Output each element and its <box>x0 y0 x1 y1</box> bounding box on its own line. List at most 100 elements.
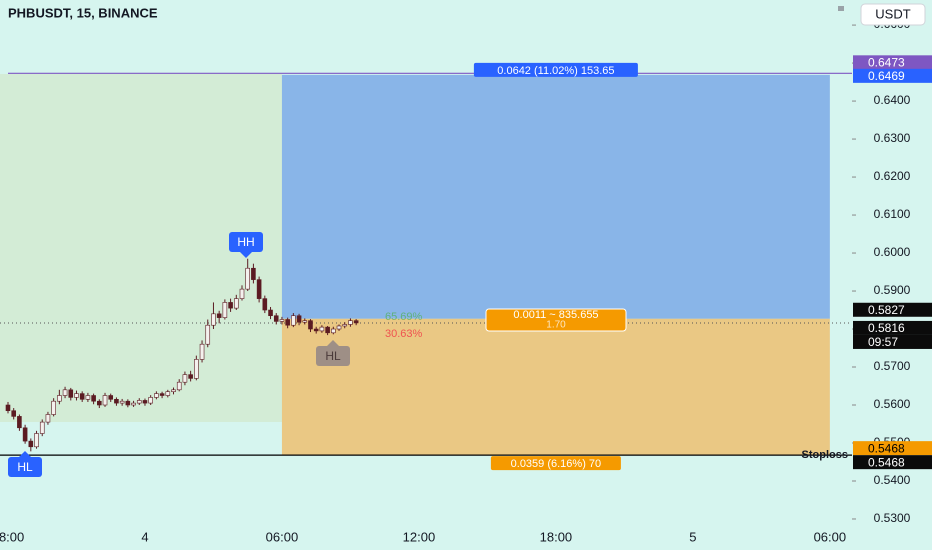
candle-body <box>188 374 193 379</box>
y-tick-label: 0.6100 <box>874 207 911 221</box>
candle-body <box>273 315 279 322</box>
candle-body <box>22 427 28 442</box>
candle-body <box>251 267 256 280</box>
candle-body <box>159 393 165 396</box>
candle-body <box>194 359 199 379</box>
y-tick-label: 0.5400 <box>874 473 911 487</box>
zones <box>281 74 830 456</box>
candle-body <box>228 302 233 309</box>
hl-left-tag-pointer <box>19 451 31 457</box>
y-tick-label: 0.6400 <box>874 93 911 107</box>
stop-zone <box>281 318 830 456</box>
candle-body <box>142 400 148 404</box>
stoploss-label: Stoploss <box>802 449 848 461</box>
candle-body <box>119 400 125 404</box>
candle-body <box>102 395 108 406</box>
candle-body <box>331 328 336 334</box>
candle-body <box>85 395 91 400</box>
candle-body <box>154 393 159 398</box>
target-zone <box>281 74 830 319</box>
y-tick-label: 0.6000 <box>874 245 911 259</box>
candle-body <box>348 320 353 325</box>
candle-body <box>239 288 245 299</box>
candle-body <box>262 298 268 311</box>
currency-label: USDT <box>875 6 910 21</box>
y-tick-label: 0.5900 <box>874 283 911 297</box>
plot: 0.0642 (11.02%) 153.65 0.0359 (6.16%) 70 0… <box>0 62 852 477</box>
candle-body <box>319 326 325 332</box>
pct-red: 30.63% <box>385 328 423 340</box>
candle-body <box>51 400 56 415</box>
hh-tag: HH <box>237 235 254 249</box>
candle-body <box>136 400 142 404</box>
pct-green: 65.69% <box>385 311 423 323</box>
candle-body <box>97 400 102 406</box>
mid-box <box>485 308 627 332</box>
candle-body <box>313 328 319 332</box>
hl-right-tag: HL <box>325 349 341 363</box>
candle-body <box>34 433 39 448</box>
candle-body <box>308 320 313 330</box>
hh-tag-box <box>229 232 263 252</box>
currency-button[interactable] <box>860 3 926 26</box>
candle-body <box>353 320 359 324</box>
price-label-box <box>853 302 932 317</box>
countdown-box <box>853 334 932 349</box>
candle-body <box>148 397 153 404</box>
candle-body <box>79 393 85 400</box>
y-tick-label: 0.6200 <box>874 169 911 183</box>
y-tick-label: 0.5600 <box>874 397 911 411</box>
chart-title: PHBUSDT, 15, BINANCE <box>8 5 158 20</box>
candle-body <box>68 389 74 398</box>
countdown: 09:57 <box>868 335 898 349</box>
candle-body <box>114 399 119 404</box>
icon <box>838 6 844 11</box>
candle-body <box>205 324 211 345</box>
y-tick-label: 0.5700 <box>874 359 911 373</box>
candle-body <box>245 267 250 290</box>
candle-body <box>291 315 296 326</box>
candle-body <box>199 343 205 360</box>
candle-body <box>302 320 308 323</box>
hl-right-tag-pointer <box>327 340 339 346</box>
mid-label-2: 1.70 <box>546 320 566 331</box>
price-label: 0.5827 <box>868 303 905 317</box>
candle-body <box>165 391 171 396</box>
candle-body <box>342 324 348 327</box>
candle-body <box>125 400 131 406</box>
x-tick-label: 06:00 <box>266 529 299 544</box>
candle-body <box>256 279 262 299</box>
x-tick-label: 06:00 <box>814 529 847 544</box>
candle-body <box>336 325 342 330</box>
x-tick-label: 18:00 <box>0 529 24 544</box>
candle-body <box>233 298 239 309</box>
x-tick-label: 4 <box>141 529 148 544</box>
candle-body <box>222 302 228 318</box>
candle-body <box>28 440 34 448</box>
candle-body <box>171 389 176 393</box>
price-label-box <box>853 455 932 470</box>
candle-body <box>45 414 51 423</box>
price-label: 0.5816 <box>868 321 905 335</box>
y-tick-label: 0.5300 <box>874 511 911 525</box>
hh-tag-pointer <box>240 252 252 258</box>
candle-body <box>108 395 114 400</box>
y-tick-label: 0.6300 <box>874 131 911 145</box>
stop-label: 0.0359 (6.16%) 70 <box>511 458 602 470</box>
candle-body <box>211 313 216 326</box>
price-label-box <box>853 320 932 335</box>
candle-body <box>74 393 79 398</box>
price-label-box <box>853 55 932 70</box>
x-tick-label: 18:00 <box>540 529 573 544</box>
price-label-box <box>853 68 932 83</box>
candle-body <box>325 326 330 334</box>
candle-body <box>17 416 22 429</box>
price-label: 0.5468 <box>868 441 905 455</box>
price-label: 0.6473 <box>868 55 905 69</box>
candle-body <box>39 421 45 434</box>
target-label-box <box>473 62 638 77</box>
x-tick-label: 5 <box>689 529 696 544</box>
candle-body <box>131 402 136 406</box>
candle-body <box>11 410 16 417</box>
